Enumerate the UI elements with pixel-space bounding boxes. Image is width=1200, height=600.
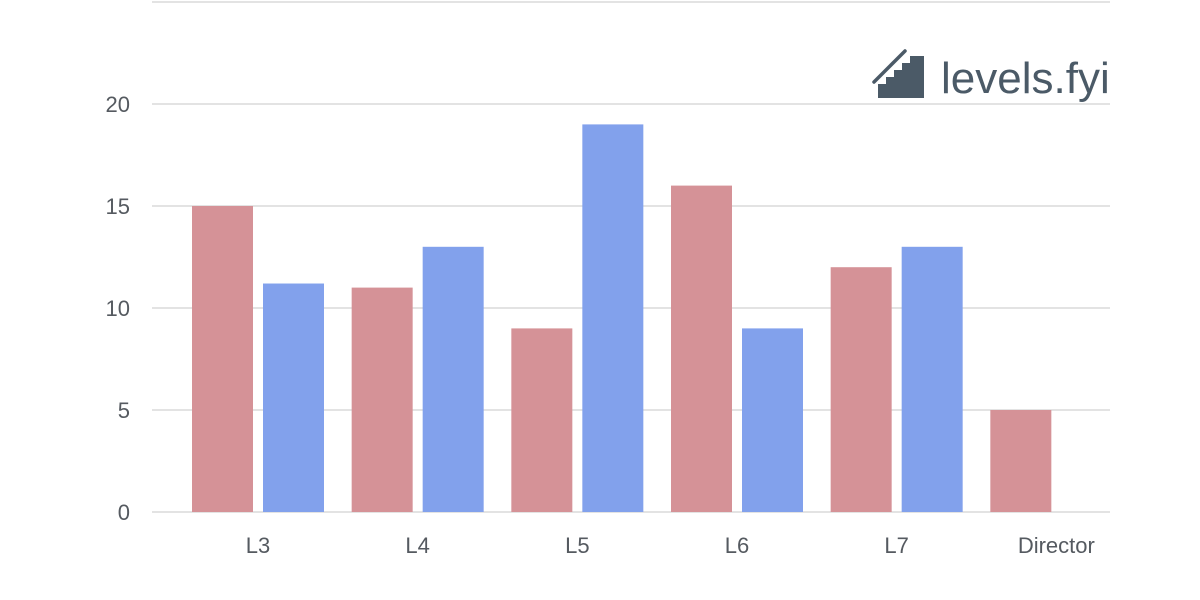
- bar-l3-series-2: [263, 283, 324, 512]
- staircase-icon: [872, 49, 924, 98]
- bar-director-series-1: [990, 410, 1052, 512]
- bar-l5-series-1: [511, 328, 573, 512]
- x-tick-label: L6: [725, 533, 749, 558]
- brand-logo: levels.fyi: [872, 49, 1110, 103]
- bar-l6-series-1: [671, 185, 732, 512]
- y-tick-label: 10: [106, 296, 130, 321]
- y-axis-ticks: 0 5 10 15 20: [106, 92, 130, 525]
- bar-l7-series-2: [901, 246, 963, 513]
- y-tick-label: 5: [118, 398, 130, 423]
- bar-l5-series-2: [582, 124, 644, 513]
- x-tick-label: Director: [1018, 533, 1095, 558]
- bar-l4-series-1: [351, 287, 413, 512]
- bar-l4-series-2: [422, 246, 484, 513]
- bars: [192, 124, 1052, 513]
- x-axis-ticks: L3 L4 L5 L6 L7 Director: [246, 533, 1095, 558]
- y-tick-label: 0: [118, 500, 130, 525]
- y-tick-label: 20: [106, 92, 130, 117]
- bar-l7-series-1: [830, 267, 892, 512]
- y-tick-label: 15: [106, 194, 130, 219]
- bar-l3-series-1: [192, 206, 253, 512]
- x-tick-label: L4: [405, 533, 429, 558]
- brand-name: levels.fyi: [941, 54, 1110, 103]
- x-tick-label: L7: [884, 533, 908, 558]
- x-tick-label: L5: [565, 533, 589, 558]
- bar-l6-series-2: [742, 328, 803, 512]
- x-tick-label: L3: [246, 533, 270, 558]
